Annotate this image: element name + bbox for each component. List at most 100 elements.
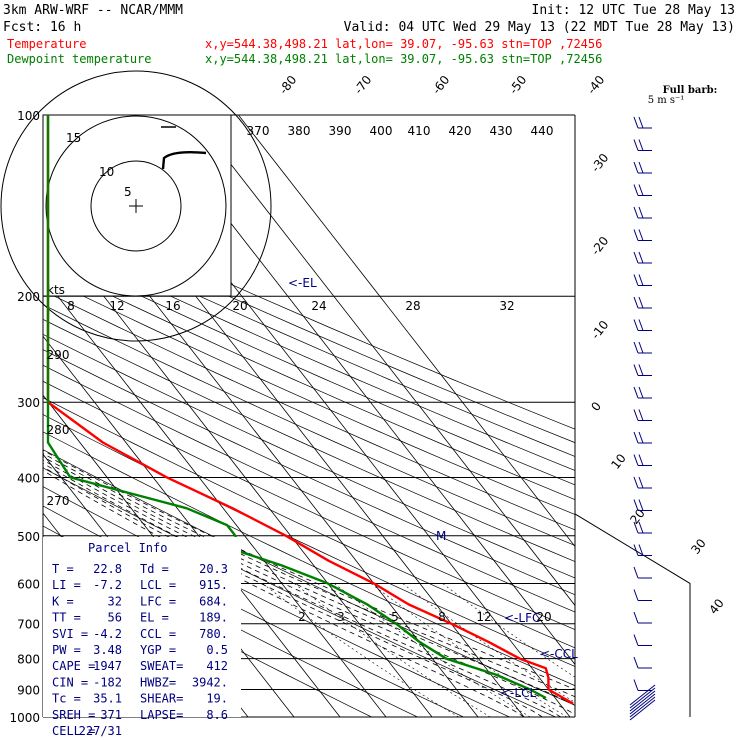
isotherm-tick-label: 0: [588, 399, 604, 414]
wind-barb: [629, 690, 656, 712]
mixing-ratio-line: [370, 583, 568, 717]
wind-barb: [638, 296, 644, 309]
isotherm-tick-label: 30: [688, 536, 708, 557]
pressure-tick-label: 900: [17, 683, 40, 697]
wind-barb: [638, 499, 644, 511]
valid-time: Valid: 04 UTC Wed 29 May 13 (22 MDT Tue …: [344, 20, 735, 35]
speed-tick-label: 12: [109, 299, 124, 313]
parcel-row-label: SHEAR=: [140, 692, 183, 706]
mixing-ratio-label: 8: [438, 610, 446, 624]
wind-barb: [638, 274, 644, 286]
parcel-row-value: 3.48: [93, 643, 122, 657]
dry-adiabat-line: [43, 431, 575, 687]
wind-barb: [638, 184, 644, 196]
wind-barb: [633, 679, 639, 691]
parcel-row-label: Td =: [140, 562, 169, 576]
speed-tick-label: 20: [232, 299, 247, 313]
wind-barb: [638, 476, 644, 489]
dry-adiabat-line: [43, 210, 575, 444]
speed-tick-label: 8: [67, 299, 75, 313]
wind-barb: [638, 206, 644, 219]
wind-barb: [638, 319, 644, 331]
isotherm-tick-label: -40: [584, 73, 607, 97]
model-title: 3km ARW-WRF -- NCAR/MMM: [3, 3, 183, 18]
wind-barb: [633, 611, 639, 624]
wind-barb: [633, 634, 639, 646]
wind-barb: [629, 699, 656, 721]
dry-adiabat-line: [43, 364, 575, 613]
wind-barb: [638, 409, 644, 421]
wind-barb: [629, 687, 656, 709]
pressure-tick-label: 100: [17, 109, 40, 123]
dry-adiabat-line: [43, 397, 575, 649]
wind-barb: [629, 684, 656, 706]
mixing-ratio-line: [402, 583, 575, 703]
mixing-ratio-label: 20: [536, 610, 551, 624]
speed-tick-label: 32: [499, 299, 514, 313]
wind-barb: [633, 341, 639, 354]
wind-barb: [633, 566, 639, 579]
wind-barb: [633, 454, 639, 466]
wind-barb: [633, 544, 639, 556]
parcel-row-label: LFC =: [140, 594, 176, 608]
parcel-row-label: HWBZ=: [140, 675, 176, 689]
parcel-info-box: Parcel Info T = 22.8 Td = 20.3 LI = -7.2 LCL =…: [43, 537, 241, 738]
parcel-row-value: 189.: [199, 611, 228, 625]
mixing-ratio-line: [293, 583, 491, 717]
parcel-row-label: CELL =: [52, 724, 95, 738]
wind-barbs: [629, 116, 656, 721]
parcel-row-value: 19.: [206, 692, 228, 706]
forecast-hour: Fcst: 16 h: [3, 20, 81, 35]
wind-barb: [633, 589, 639, 601]
parcel-row-label: CCL =: [140, 627, 176, 641]
hodograph-ring-label: 5: [124, 185, 132, 199]
theta-tick-label: 420: [449, 124, 472, 138]
dewpoint-profile: [46, 115, 547, 700]
parcel-row-label: LAPSE=: [140, 708, 183, 722]
wind-barb: [633, 431, 639, 444]
temperature-legend: Temperature: [7, 37, 86, 51]
wind-barb: [633, 139, 639, 151]
temperature-location: x,y=544.38,498.21 lat,lon= 39.07, -95.63…: [205, 37, 602, 51]
isotherm-tick-label: -60: [429, 73, 452, 97]
isotherm-tick-label: -80: [276, 73, 299, 97]
isobars: [42, 114, 691, 718]
parcel-row-value: 20.3: [199, 562, 228, 576]
theta-tick-label: 290: [47, 348, 70, 362]
wind-barb: [638, 139, 644, 151]
theta-tick-label: 380: [288, 124, 311, 138]
pressure-tick-label: 600: [17, 577, 40, 591]
mixing-ratio-line: [442, 583, 575, 678]
isotherm-line: [43, 335, 341, 717]
hodograph-ring: [90, 160, 182, 252]
isotherm-tick-label: 40: [706, 596, 726, 617]
parcel-row-value: 22.8: [93, 562, 122, 576]
dry-adiabat-line: [43, 262, 575, 500]
isotherm-line: [43, 276, 387, 717]
dry-adiabat-line: [43, 249, 575, 486]
barb-legend-units: 5 m s⁻¹: [648, 95, 685, 106]
wind-barb: [633, 409, 639, 421]
wind-barb: [629, 696, 656, 718]
parcel-row-value: 1947: [93, 659, 122, 673]
pressure-tick-label: 500: [17, 530, 40, 544]
pressure-tick-label: 200: [17, 290, 40, 304]
parcel-row-label: SWEAT=: [140, 659, 183, 673]
isotherm-tick-label: 10: [608, 451, 628, 472]
dry-adiabat-line: [43, 333, 575, 579]
parcel-row-label: YGP =: [140, 643, 176, 657]
parcel-row-value: 56: [108, 611, 122, 625]
wind-barb: [633, 184, 639, 196]
parcel-row-label: SVI =: [52, 627, 88, 641]
lfc-marker: <-LFC: [504, 611, 540, 625]
wind-barb: [633, 206, 639, 219]
wind-barb: [638, 544, 644, 556]
wind-barb: [633, 499, 639, 511]
theta-tick-label: 400: [370, 124, 393, 138]
parcel-row-label: T =: [52, 562, 74, 576]
parcel-row-label: K =: [52, 594, 74, 608]
hodograph-ring: [0, 70, 272, 342]
parcel-row-label: Tc =: [52, 692, 81, 706]
parcel-row-label: EL =: [140, 611, 169, 625]
isotherm-tick-label: -10: [588, 318, 611, 342]
